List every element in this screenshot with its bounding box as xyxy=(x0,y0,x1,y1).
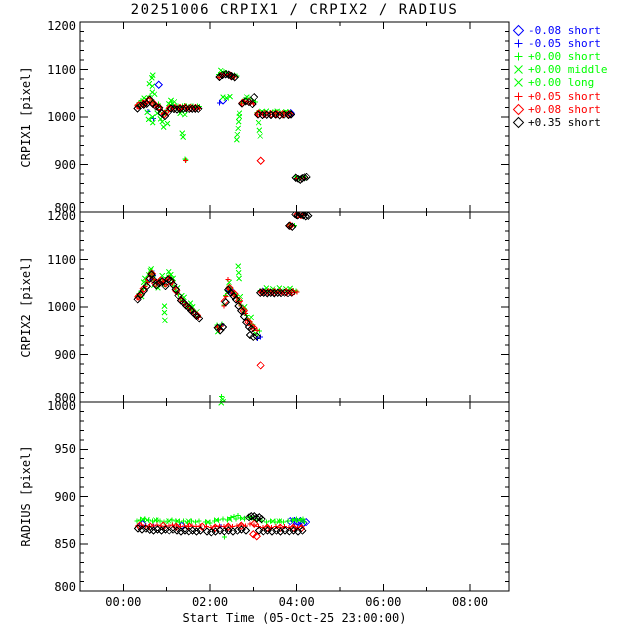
legend-item-0-35-short: +0.35 short xyxy=(512,116,601,129)
x-tick-label: 02:00 xyxy=(191,595,229,609)
legend-x-icon xyxy=(514,78,523,88)
plot-frame-radius xyxy=(79,401,510,592)
legend-label: +0.00 middle xyxy=(528,63,608,77)
legend-item-0-05-short: +0.05 short xyxy=(512,90,601,103)
series-crpix2-0-05-short xyxy=(134,212,306,333)
legend-label: +0.35 short xyxy=(528,115,601,129)
legend-item-0-08-short: +0.08 short xyxy=(512,103,601,116)
legend-item-0-00-middle: +0.00 middle xyxy=(512,63,607,76)
legend-label: -0.05 short xyxy=(528,37,601,51)
y-tick-label-radius: 900 xyxy=(54,489,76,504)
page-title: 20251006 CRPIX1 / CRPIX2 / RADIUS xyxy=(130,2,459,18)
points-layer-crpix1 xyxy=(133,67,311,184)
legend-x-icon xyxy=(514,65,523,75)
y-tick-label-crpix2: 800 xyxy=(54,391,76,405)
x-tick-label: 06:00 xyxy=(365,595,402,609)
legend-plus-icon xyxy=(514,52,523,61)
y-tick-label-crpix1: 1000 xyxy=(47,110,76,124)
legend-label: +0.00 short xyxy=(528,50,601,64)
series-radius-0-05-short xyxy=(135,521,305,531)
series-crpix1-0-05-short xyxy=(134,71,307,182)
series-crpix1-0-35-short xyxy=(133,70,311,184)
legend-diamond-icon xyxy=(512,116,525,128)
plot-frame-crpix1 xyxy=(79,21,510,213)
legend-diamond-icon xyxy=(512,24,525,37)
y-tick-label-crpix2: 1200 xyxy=(47,209,76,223)
legend-item-0-00-long: +0.00 long xyxy=(512,76,594,89)
series-crpix2-0-35-short xyxy=(133,212,313,342)
series-radius-0-35-short xyxy=(133,512,307,537)
legend-label: +0.05 short xyxy=(528,89,601,103)
legend-label: +0.00 long xyxy=(528,76,595,90)
x-axis-title: Start Time (05-Oct-25 23:00:00) xyxy=(182,611,407,625)
x-tick-label: 04:00 xyxy=(278,595,315,609)
series-crpix1-0-00-short xyxy=(134,68,308,181)
y-tick-label-crpix2: 1100 xyxy=(47,252,76,267)
legend-item-0-08-short: -0.08 short xyxy=(512,24,601,37)
x-tick-label: 08:00 xyxy=(451,595,489,609)
series-radius-0-00-middle xyxy=(139,402,298,525)
series-radius-0-00-long xyxy=(144,515,302,524)
legend-diamond-icon xyxy=(512,103,525,115)
y-tick-label-crpix1: 1200 xyxy=(47,19,76,33)
y-tick-label-crpix1: 1100 xyxy=(47,62,76,77)
y-tick-label-radius: 950 xyxy=(54,442,76,457)
legend-item-0-05-short: -0.05 short xyxy=(512,37,601,50)
plot-frame-crpix2 xyxy=(79,211,510,403)
x-tick-label: 00:00 xyxy=(105,595,142,609)
legend-plus-icon xyxy=(514,92,523,100)
y-tick-label-radius: 850 xyxy=(54,536,76,551)
ticks-crpix2 xyxy=(80,211,509,403)
y-tick-label-crpix1: 900 xyxy=(54,157,76,172)
series-crpix1-0-00-middle xyxy=(144,72,281,143)
y-tick-label-crpix2: 900 xyxy=(54,347,76,362)
y-tick-label-crpix1: 800 xyxy=(54,201,76,215)
legend-label: -0.08 short xyxy=(528,24,601,37)
legend-item-0-00-short: +0.00 short xyxy=(512,50,601,63)
legend-label: +0.08 short xyxy=(528,102,601,116)
legend-plus-icon xyxy=(514,39,523,48)
ticks-crpix1 xyxy=(80,21,509,213)
y-tick-label-crpix2: 1000 xyxy=(47,300,76,314)
points-layer-radius xyxy=(133,402,311,541)
ticks-radius xyxy=(80,401,509,592)
y-tick-label-radius: 1000 xyxy=(47,399,76,413)
points-layer-crpix2 xyxy=(133,212,313,402)
series-crpix2-0-00-short xyxy=(134,212,307,399)
series-crpix2-0-00-long xyxy=(140,268,289,330)
series-radius-0-08-short xyxy=(135,519,306,541)
y-tick-label-radius: 800 xyxy=(54,580,76,594)
